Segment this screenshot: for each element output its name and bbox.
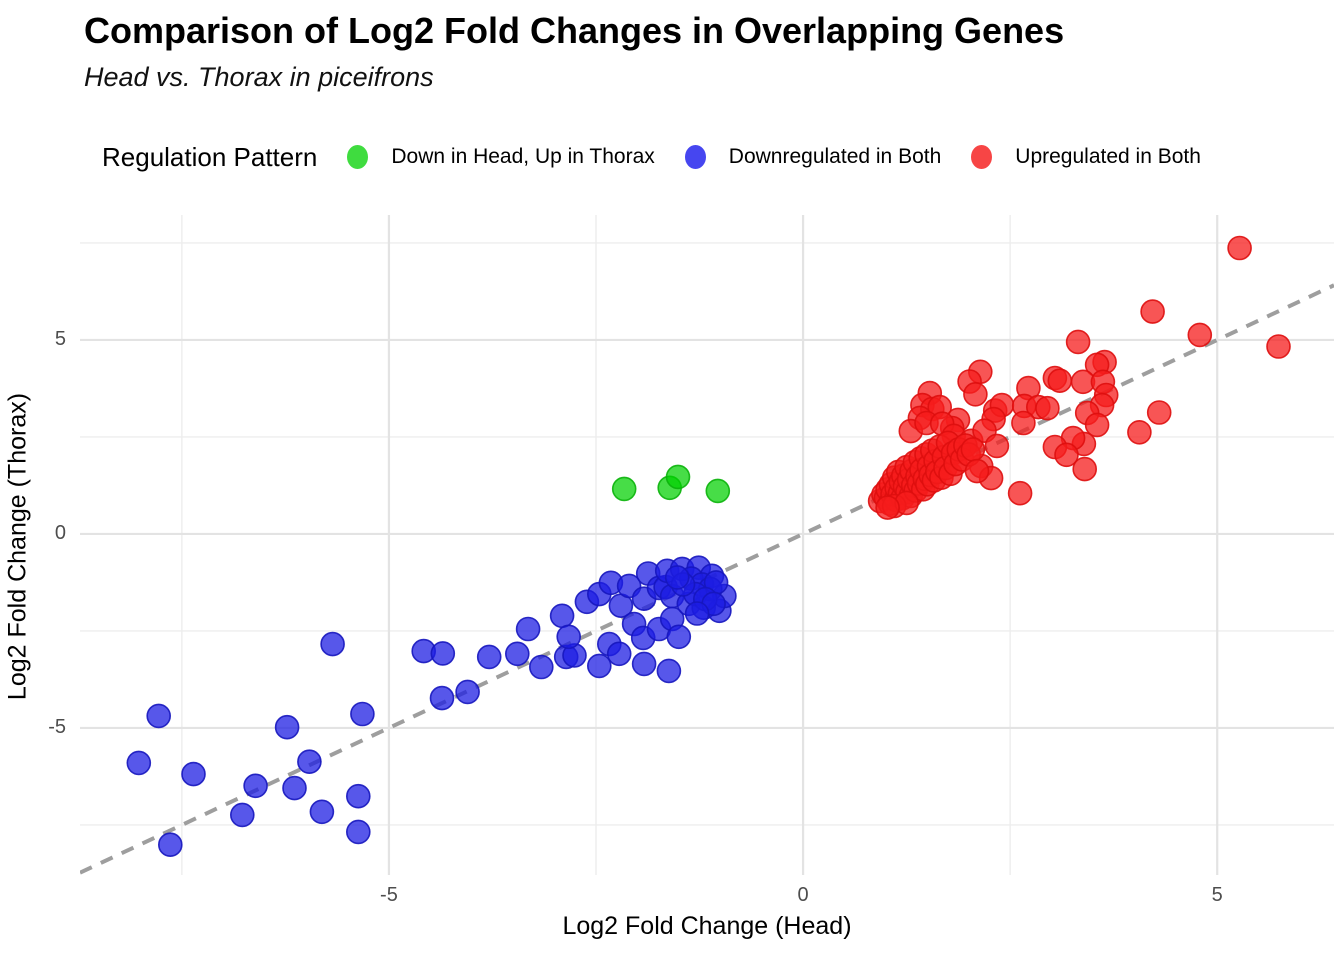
data-point (664, 565, 690, 590)
data-point (960, 437, 986, 462)
data-point (586, 653, 612, 679)
data-point (345, 819, 371, 845)
x-tick-label: -5 (380, 884, 398, 906)
grid-x-minor (181, 215, 1011, 875)
data-point (528, 654, 554, 680)
data-point (1072, 456, 1098, 482)
data-point (504, 641, 530, 667)
data-point (656, 658, 682, 684)
data-point (309, 799, 335, 825)
legend-label-upregulated-both: Upregulated in Both (1015, 145, 1201, 168)
data-point (230, 802, 255, 828)
data-point (963, 382, 988, 407)
legend-label-downregulated-both: Downregulated in Both (728, 145, 942, 168)
legend-item-down-head-up-thorax: Down in Head, Up in Thorax (347, 145, 655, 169)
x-tick-label: 5 (1211, 884, 1223, 906)
data-point (345, 783, 371, 809)
grid-x-major (387, 215, 1219, 875)
data-point (705, 478, 731, 504)
legend-item-upregulated-both: Upregulated in Both (971, 145, 1201, 169)
y-tick-label: 5 (54, 327, 66, 350)
y-axis-title: Log2 Fold Change (Thorax) (3, 392, 32, 701)
data-point (515, 616, 541, 642)
chart-title: Comparison of Log2 Fold Changes in Overl… (84, 10, 1065, 51)
y-tick-label: -5 (48, 715, 66, 738)
plot-panel (80, 215, 1334, 875)
data-point (126, 750, 152, 776)
data-point (320, 631, 345, 657)
data-point (1054, 442, 1079, 468)
data-point (1047, 368, 1073, 393)
data-point (1011, 410, 1036, 436)
points-series-1 (126, 555, 737, 858)
x-axis-title: Log2 Fold Change (Head) (562, 912, 852, 940)
data-point (875, 495, 900, 520)
data-point (1266, 334, 1291, 359)
legend: Regulation Pattern Down in Head, Up in T… (102, 138, 1201, 176)
data-point (158, 832, 183, 858)
data-point (1065, 329, 1091, 355)
grid-y-major (80, 338, 1334, 730)
data-point (1035, 395, 1060, 421)
y-tick-label: 0 (54, 521, 66, 544)
points-series-2 (867, 235, 1291, 520)
data-point (243, 773, 268, 799)
data-point (297, 749, 322, 775)
data-point (350, 701, 375, 727)
data-point (556, 624, 582, 650)
chart-subtitle: Head vs. Thorax in piceifrons (84, 62, 434, 92)
data-point (964, 458, 990, 484)
data-point (549, 603, 575, 629)
legend-swatch-green-icon (347, 145, 369, 169)
legend-title: Regulation Pattern (102, 141, 318, 172)
data-point (430, 641, 456, 666)
data-point (1127, 420, 1152, 445)
legend-swatch-blue-icon (684, 145, 706, 169)
data-point (1084, 412, 1110, 438)
points-series-0 (611, 464, 731, 504)
data-point (665, 464, 691, 490)
data-point (476, 644, 502, 670)
scatter-plot (80, 215, 1334, 875)
legend-item-downregulated-both: Downregulated in Both (684, 145, 942, 169)
data-point (1227, 235, 1252, 261)
data-point (984, 433, 1010, 459)
legend-swatch-red-icon (971, 145, 993, 169)
data-point (429, 685, 455, 711)
data-point (631, 651, 657, 677)
data-point (666, 624, 692, 650)
data-point (455, 679, 480, 705)
data-point (606, 641, 632, 667)
data-point (181, 761, 206, 787)
legend-label-down-head-up-thorax: Down in Head, Up in Thorax (391, 145, 655, 168)
data-point (611, 476, 637, 502)
data-point (1146, 400, 1172, 425)
data-point (274, 714, 300, 740)
grid-y-minor (80, 242, 1334, 826)
data-point (1007, 480, 1033, 506)
data-point (684, 601, 710, 626)
data-point (146, 703, 171, 729)
data-point (282, 775, 307, 801)
x-tick-label: 0 (797, 884, 809, 906)
data-point (1187, 322, 1213, 348)
data-point (1140, 299, 1165, 324)
